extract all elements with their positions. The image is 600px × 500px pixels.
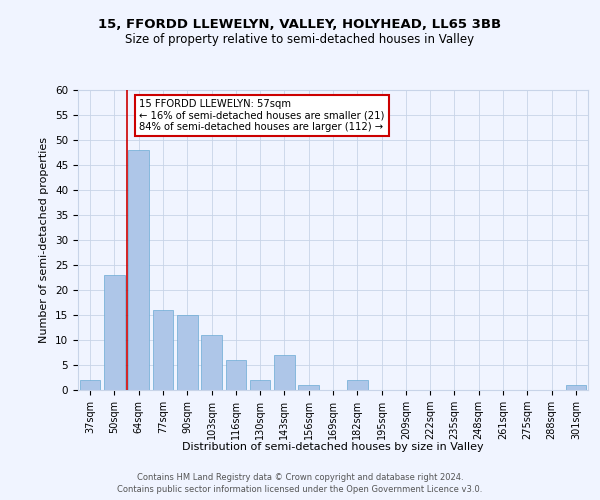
Bar [104, 275, 125, 390]
Text: Contains HM Land Registry data © Crown copyright and database right 2024.: Contains HM Land Registry data © Crown c… [137, 472, 463, 482]
Text: 15 FFORDD LLEWELYN: 57sqm
← 16% of semi-detached houses are smaller (21)
84% of : 15 FFORDD LLEWELYN: 57sqm ← 16% of semi-… [139, 99, 385, 132]
Text: Distribution of semi-detached houses by size in Valley: Distribution of semi-detached houses by … [182, 442, 484, 452]
Bar [566, 385, 586, 390]
Y-axis label: Number of semi-detached properties: Number of semi-detached properties [40, 137, 49, 343]
Text: Size of property relative to semi-detached houses in Valley: Size of property relative to semi-detach… [125, 32, 475, 46]
Bar [152, 310, 173, 390]
Bar [250, 380, 271, 390]
Bar [128, 150, 149, 390]
Bar [226, 360, 246, 390]
Bar [298, 385, 319, 390]
Bar [274, 355, 295, 390]
Bar [177, 315, 197, 390]
Text: 15, FFORDD LLEWELYN, VALLEY, HOLYHEAD, LL65 3BB: 15, FFORDD LLEWELYN, VALLEY, HOLYHEAD, L… [98, 18, 502, 30]
Bar [347, 380, 368, 390]
Text: Contains public sector information licensed under the Open Government Licence v3: Contains public sector information licen… [118, 485, 482, 494]
Bar [80, 380, 100, 390]
Bar [201, 335, 222, 390]
